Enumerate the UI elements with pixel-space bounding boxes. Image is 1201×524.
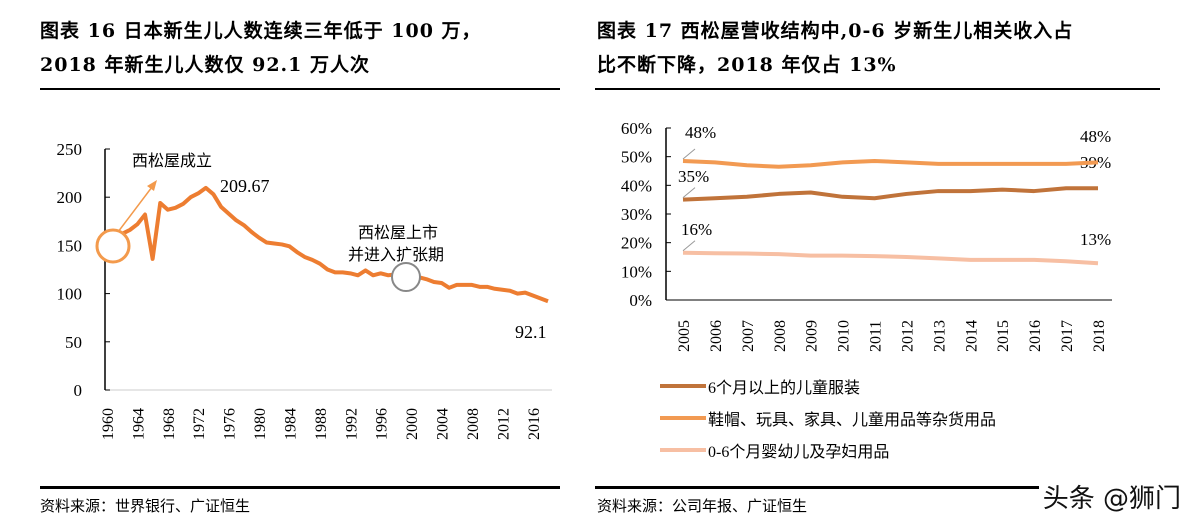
left-figure-title: 图表 16 日本新生儿人数连续三年低于 100 万， 2018 年新生儿人数仅 … bbox=[40, 20, 482, 76]
y-tick-label: 150 bbox=[57, 236, 83, 255]
x-tick-label: 1960 bbox=[100, 408, 117, 440]
x-tick-label: 2008 bbox=[465, 408, 482, 440]
x-tick-label: 1980 bbox=[252, 408, 269, 440]
x-tick-label: 2010 bbox=[836, 320, 853, 352]
right-title-divider bbox=[595, 88, 1160, 90]
y-tick-label: 200 bbox=[57, 188, 83, 207]
founded-arrow bbox=[117, 186, 153, 233]
series-line bbox=[682, 158, 1099, 169]
x-tick-label: 2013 bbox=[931, 320, 948, 352]
x-tick-label: 1964 bbox=[130, 408, 147, 440]
x-tick-label: 1972 bbox=[191, 408, 208, 440]
annotation-founded: 西松屋成立 bbox=[132, 152, 212, 170]
right-footer-divider bbox=[595, 486, 1160, 489]
annotation-listed-2: 并进入扩张期 bbox=[348, 246, 444, 264]
x-tick-label: 2006 bbox=[708, 320, 725, 352]
y-tick-label: 100 bbox=[57, 285, 83, 304]
series-line bbox=[682, 186, 1098, 202]
annotation-listed: 西松屋上市 bbox=[358, 224, 438, 242]
annotation-peak: 209.67 bbox=[220, 176, 270, 196]
y-tick-label: 20% bbox=[621, 234, 652, 253]
end-label: 48% bbox=[1080, 127, 1111, 146]
x-tick-label: 2008 bbox=[772, 320, 789, 352]
x-tick-label: 2004 bbox=[435, 408, 452, 440]
x-tick-label: 1984 bbox=[282, 408, 299, 440]
x-tick-label: 2014 bbox=[963, 320, 980, 352]
x-tick-label: 2016 bbox=[1027, 320, 1044, 352]
x-tick-label: 2018 bbox=[1091, 320, 1108, 352]
birth-line bbox=[106, 185, 549, 304]
x-tick-label: 2009 bbox=[804, 320, 821, 352]
x-tick-label: 1992 bbox=[343, 408, 360, 440]
y-tick-label: 50% bbox=[621, 148, 652, 167]
leader-line bbox=[682, 240, 696, 252]
y-tick-label: 250 bbox=[57, 140, 83, 159]
start-label: 35% bbox=[678, 167, 709, 186]
listed-marker bbox=[391, 262, 421, 292]
y-tick-label: 0 bbox=[74, 381, 83, 400]
x-tick-label: 2016 bbox=[526, 408, 543, 440]
start-label: 16% bbox=[681, 220, 712, 239]
x-tick-label: 2017 bbox=[1059, 320, 1076, 352]
x-tick-label: 2005 bbox=[676, 320, 693, 352]
left-title-divider bbox=[40, 88, 560, 90]
y-tick-label: 0% bbox=[629, 291, 652, 310]
x-tick-label: 2000 bbox=[404, 408, 421, 440]
left-footer-divider bbox=[40, 486, 560, 489]
y-tick-label: 10% bbox=[621, 262, 652, 281]
x-tick-label: 2012 bbox=[495, 408, 512, 440]
right-source: 资料来源：公司年报、广证恒生 bbox=[597, 497, 808, 515]
x-tick-label: 1996 bbox=[374, 408, 391, 440]
series-line bbox=[682, 250, 1099, 266]
x-tick-label: 2012 bbox=[899, 320, 916, 352]
x-tick-label: 2011 bbox=[868, 321, 885, 352]
arrow-head bbox=[147, 180, 157, 191]
right-figure-title: 图表 17 西松屋营收结构中,0-6 岁新生儿相关收入占 比不断下降，2018 … bbox=[597, 20, 1074, 76]
y-tick-label: 40% bbox=[621, 176, 652, 195]
annotation-latest: 92.1 bbox=[515, 322, 547, 342]
x-tick-label: 2007 bbox=[740, 320, 757, 352]
y-tick-label: 50 bbox=[65, 333, 82, 352]
x-tick-label: 1988 bbox=[313, 408, 330, 440]
y-tick-label: 60% bbox=[621, 119, 652, 138]
x-tick-label: 1976 bbox=[222, 408, 239, 440]
left-source: 资料来源：世界银行、广证恒生 bbox=[40, 497, 251, 515]
x-tick-label: 2015 bbox=[995, 320, 1012, 352]
legend-label: 6个月以上的儿童服装 bbox=[708, 378, 860, 397]
founded-marker bbox=[95, 228, 131, 264]
legend-label: 0-6个月婴幼儿及孕妇用品 bbox=[708, 443, 889, 461]
leader-line bbox=[682, 187, 696, 199]
x-tick-label: 1968 bbox=[161, 408, 178, 440]
legend-label: 鞋帽、玩具、家具、儿童用品等杂货用品 bbox=[708, 410, 996, 429]
end-label: 13% bbox=[1080, 230, 1111, 249]
start-label: 48% bbox=[685, 123, 716, 142]
leader-line bbox=[682, 148, 696, 160]
y-tick-label: 30% bbox=[621, 205, 652, 224]
watermark: 头条 @狮门 bbox=[1038, 478, 1185, 515]
